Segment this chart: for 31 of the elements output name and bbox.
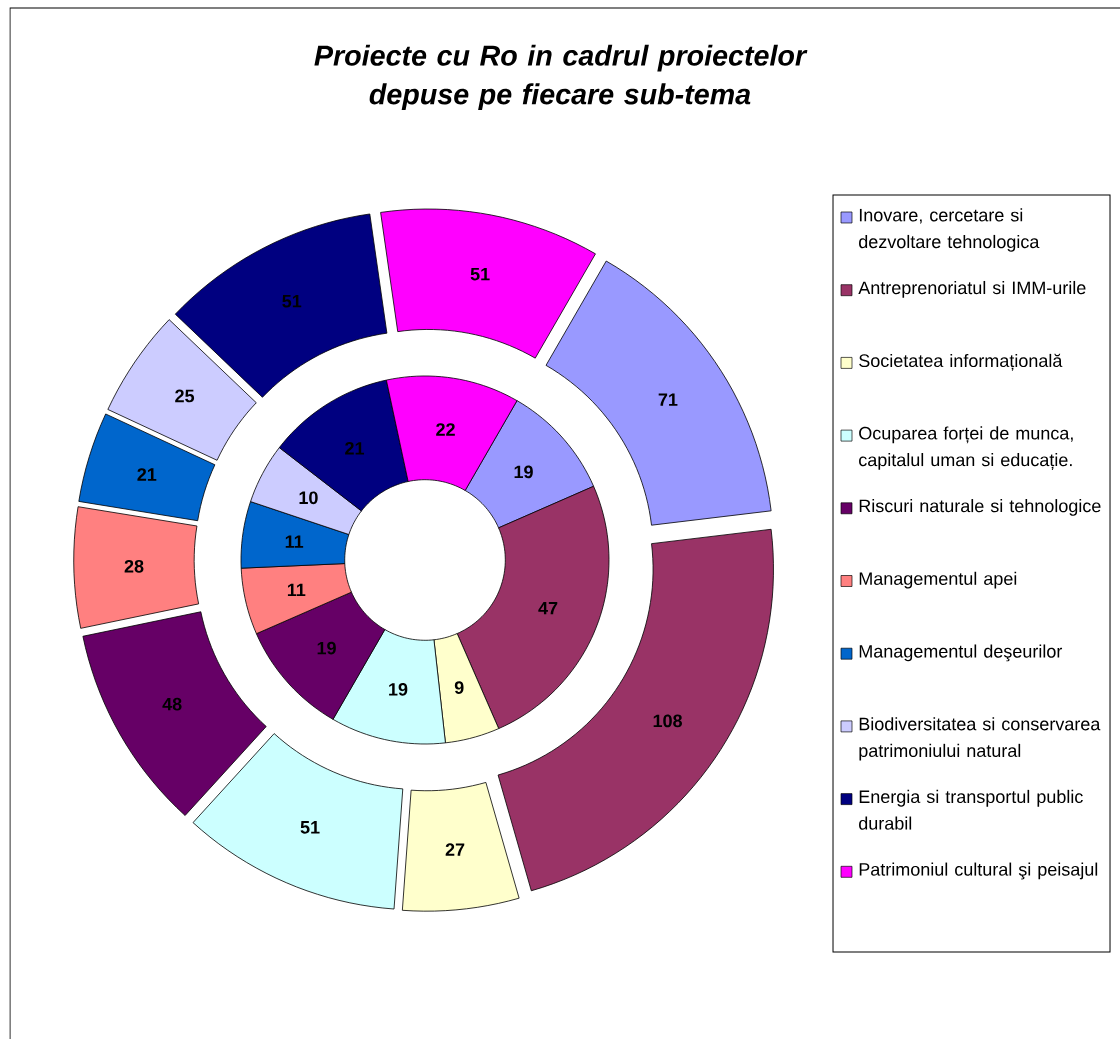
data-label: 11 [285,535,304,548]
data-label: 71 [658,393,678,406]
legend-label: Riscuri naturale si tehnologice [859,499,1101,516]
legend-label: Inovare, cercetare si dezvoltare tehnologica [859,208,1040,252]
legend-label: Patrimoniul cultural şi peisajul [859,862,1098,880]
data-label: 11 [287,583,306,597]
legend-label: Managementul apei [859,571,1017,589]
data-label: 21 [137,468,157,481]
data-label: 19 [389,682,408,696]
data-label: 27 [445,843,465,856]
legend-label: Managementul deşeurilor [859,644,1063,662]
legend-label: Energia si transportul public durabil [859,789,1083,830]
legend-label: Societatea informațională [859,353,1063,371]
data-label: 48 [162,697,182,711]
legend-label: Antreprenoriatul si IMM-urile [858,280,1086,298]
data-label: 51 [470,267,490,281]
data-label: 108 [653,714,683,728]
data-label: 47 [538,601,558,615]
data-label: 21 [345,441,365,455]
legend-label: Biodiversitatea si conservarea patrimoniului natural [859,717,1101,761]
data-label: 22 [436,423,455,436]
data-label: 9 [454,681,464,694]
data-label: 19 [514,465,533,479]
data-label: 19 [317,641,336,655]
data-label: 25 [175,389,195,403]
data-label: 10 [299,491,318,505]
data-label: 51 [300,821,320,834]
data-label: 51 [282,294,302,308]
legend-label: Ocuparea forței de munca, capitalul uman si educație. [859,426,1073,470]
data-label: 28 [124,559,144,573]
chart-title: Proiecte cu Ro in cadrul proiectelor depuse pe fiecare sub-tema [314,44,808,111]
